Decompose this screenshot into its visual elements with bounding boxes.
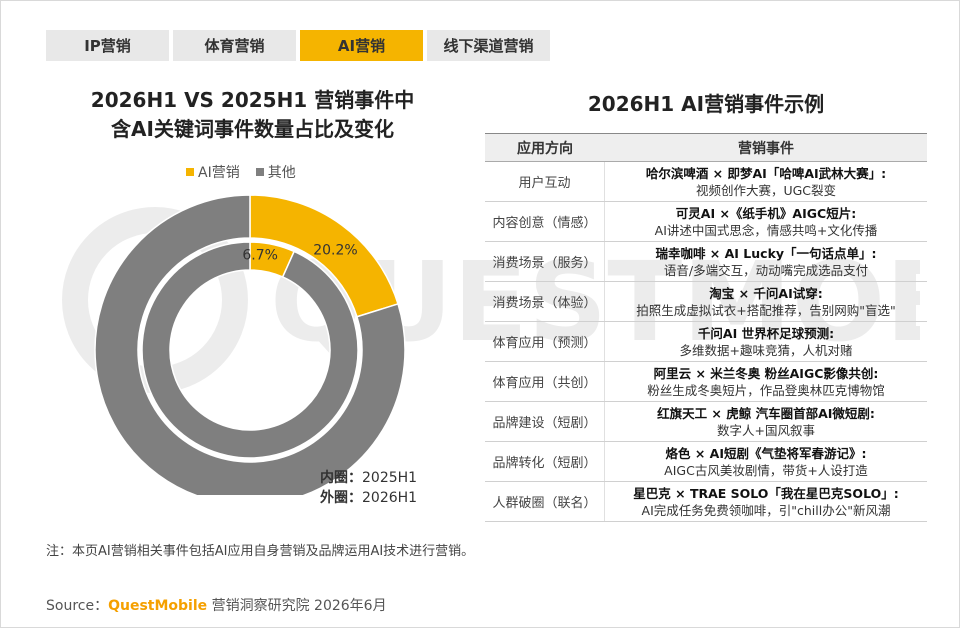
table-row: 消费场景（体验） 淘宝 × 千问AI试穿: 拍照生成虚拟试衣+搭配推荐，告别网购"盲… — [485, 282, 927, 322]
row-event-cell: 阿里云 × 米兰冬奥 粉丝AIGC影像共创: 粉丝生成冬奥短片，作品登奥林匹克博物… — [605, 365, 927, 399]
legend-label-other: 其他 — [267, 165, 296, 181]
row-description: 语音/多端交互，动动嘴完成选品支付 — [663, 262, 869, 278]
footnote: 注：本页AI营销相关事件包括AI应用自身营销及品牌运用AI技术进行营销。 — [46, 544, 475, 559]
row-description: AI完成任务免费领咖啡，引"chill办公"新风潮 — [641, 502, 891, 518]
tab-bar: IP营销 体育营销 AI营销 线下渠道营销 — [46, 30, 550, 61]
legend-label-ai: AI营销 — [198, 165, 240, 181]
table-row: 品牌建设（短剧） 红旗天工 × 虎鲸 汽车圈首部AI微短剧: 数字人+国风叙事 — [485, 402, 927, 442]
legend-swatch-ai — [186, 168, 194, 176]
table-title: 2026H1 AI营销事件示例 — [587, 92, 825, 116]
tab-sports-marketing[interactable]: 体育营销 — [173, 30, 296, 61]
header-direction: 应用方向 — [517, 140, 573, 157]
legend-item-other: 其他 — [255, 162, 296, 182]
source-brand: QuestMobile — [108, 598, 208, 614]
row-description: 拍照生成虚拟试衣+搭配推荐，告别网购"盲选" — [636, 302, 896, 318]
chart-legend: AI营销 其他 — [186, 162, 296, 182]
row-event-cell: 可灵AI ×《纸手机》AIGC短片: AI讲述中国式思念，情感共鸣+文化传播 — [605, 205, 927, 239]
row-event: 哈尔滨啤酒 × 即梦AI「哈啤AI武林大赛」: — [645, 165, 887, 181]
row-event-cell: 红旗天工 × 虎鲸 汽车圈首部AI微短剧: 数字人+国风叙事 — [605, 405, 927, 439]
row-direction: 体育应用（共创） — [485, 362, 605, 401]
row-event: 烙色 × AI短剧《气垫将军春游记》: — [665, 445, 867, 461]
row-event: 星巴克 × TRAE SOLO「我在星巴克SOLO」: — [633, 485, 899, 501]
tab-ai-marketing[interactable]: AI营销 — [300, 30, 423, 61]
row-event: 阿里云 × 米兰冬奥 粉丝AIGC影像共创: — [653, 365, 879, 381]
table-row: 品牌转化（短剧） 烙色 × AI短剧《气垫将军春游记》: AIGC古风美妆剧情，带货… — [485, 442, 927, 482]
row-description: 视频创作大赛，UGC裂变 — [695, 182, 837, 198]
legend-swatch-other — [255, 168, 264, 176]
source-prefix: Source： — [46, 598, 109, 614]
row-event-cell: 哈尔滨啤酒 × 即梦AI「哈啤AI武林大赛」: 视频创作大赛，UGC裂变 — [605, 165, 927, 199]
row-description: 多维数据+趣味竞猜，人机对赌 — [679, 342, 853, 358]
row-direction: 体育应用（预测） — [485, 322, 605, 361]
source-rest: 营销洞察研究院 2026年6月 — [207, 598, 387, 614]
tab-ip-marketing[interactable]: IP营销 — [46, 30, 169, 61]
outer-ring-ai-label: 20.2% — [313, 242, 357, 258]
table-row: 消费场景（服务） 瑞幸咖啡 × AI Lucky「一句话点单」: 语音/多端交互，动… — [485, 242, 927, 282]
ring-legend-inner: 内圈：2025H1 — [320, 470, 418, 486]
table-row: 内容创意（情感） 可灵AI ×《纸手机》AIGC短片: AI讲述中国式思念，情感共鸣… — [485, 202, 927, 242]
row-description: AI讲述中国式思念，情感共鸣+文化传播 — [654, 222, 878, 238]
outer-ring-other-slice — [94, 195, 406, 495]
row-direction: 品牌转化（短剧） — [485, 442, 605, 481]
row-description: 粉丝生成冬奥短片，作品登奥林匹克博物馆 — [647, 382, 885, 398]
chart-title-line-1: 2026H1 VS 2025H1 营销事件中 — [90, 88, 415, 112]
row-direction: 人群破圈（联名） — [485, 482, 605, 521]
table-row: 体育应用（预测） 千问AI 世界杯足球预测: 多维数据+趣味竞猜，人机对赌 — [485, 322, 927, 362]
tab-offline-channel-marketing[interactable]: 线下渠道营销 — [427, 30, 550, 61]
row-description: 数字人+国风叙事 — [717, 422, 815, 438]
table-row: 人群破圈（联名） 星巴克 × TRAE SOLO「我在星巴克SOLO」: AI完成任… — [485, 482, 927, 522]
row-event-cell: 淘宝 × 千问AI试穿: 拍照生成虚拟试衣+搭配推荐，告别网购"盲选" — [605, 285, 927, 319]
ai-marketing-events-table: 应用方向 营销事件 用户互动 哈尔滨啤酒 × 即梦AI「哈啤AI武林大赛」: 视频创… — [485, 133, 927, 522]
source-line: Source：QuestMobile 营销洞察研究院 2026年6月 — [46, 595, 387, 615]
row-event: 千问AI 世界杯足球预测: — [697, 325, 835, 341]
row-event: 瑞幸咖啡 × AI Lucky「一句话点单」: — [655, 245, 877, 261]
header-event: 营销事件 — [738, 140, 794, 157]
row-event: 淘宝 × 千问AI试穿: — [709, 285, 823, 301]
table-row: 用户互动 哈尔滨啤酒 × 即梦AI「哈啤AI武林大赛」: 视频创作大赛，UGC裂变 — [485, 162, 927, 202]
row-event: 红旗天工 × 虎鲸 汽车圈首部AI微短剧: — [657, 405, 875, 421]
row-description: AIGC古风美妆剧情，带货+人设打造 — [664, 462, 868, 478]
inner-ring-other-slice — [141, 241, 359, 459]
chart-title: 2026H1 VS 2025H1 营销事件中 含AI关键词事件数量占比及变化 — [60, 86, 445, 144]
row-event-cell: 千问AI 世界杯足球预测: 多维数据+趣味竞猜，人机对赌 — [605, 325, 927, 359]
ring-legend: 内圈：2025H1 外圈：2026H1 — [320, 468, 417, 508]
row-direction: 内容创意（情感） — [485, 202, 605, 241]
table-row: 体育应用（共创） 阿里云 × 米兰冬奥 粉丝AIGC影像共创: 粉丝生成冬奥短片，作… — [485, 362, 927, 402]
row-event: 可灵AI ×《纸手机》AIGC短片: — [675, 205, 857, 221]
row-direction: 品牌建设（短剧） — [485, 402, 605, 441]
row-direction: 消费场景（体验） — [485, 282, 605, 321]
ring-legend-outer: 外圈：2026H1 — [320, 490, 418, 506]
table-header: 应用方向 营销事件 — [485, 134, 927, 162]
chart-title-line-2: 含AI关键词事件数量占比及变化 — [111, 117, 394, 141]
inner-ring-ai-label: 6.7% — [242, 248, 278, 264]
row-direction: 消费场景（服务） — [485, 242, 605, 281]
row-event-cell: 瑞幸咖啡 × AI Lucky「一句话点单」: 语音/多端交互，动动嘴完成选品支付 — [605, 245, 927, 279]
row-event-cell: 星巴克 × TRAE SOLO「我在星巴克SOLO」: AI完成任务免费领咖啡，引… — [605, 485, 927, 519]
row-event-cell: 烙色 × AI短剧《气垫将军春游记》: AIGC古风美妆剧情，带货+人设打造 — [605, 445, 927, 479]
legend-item-ai: AI营销 — [186, 162, 240, 182]
donut-chart: 6.7% 20.2% — [94, 195, 406, 495]
row-direction: 用户互动 — [485, 162, 605, 201]
